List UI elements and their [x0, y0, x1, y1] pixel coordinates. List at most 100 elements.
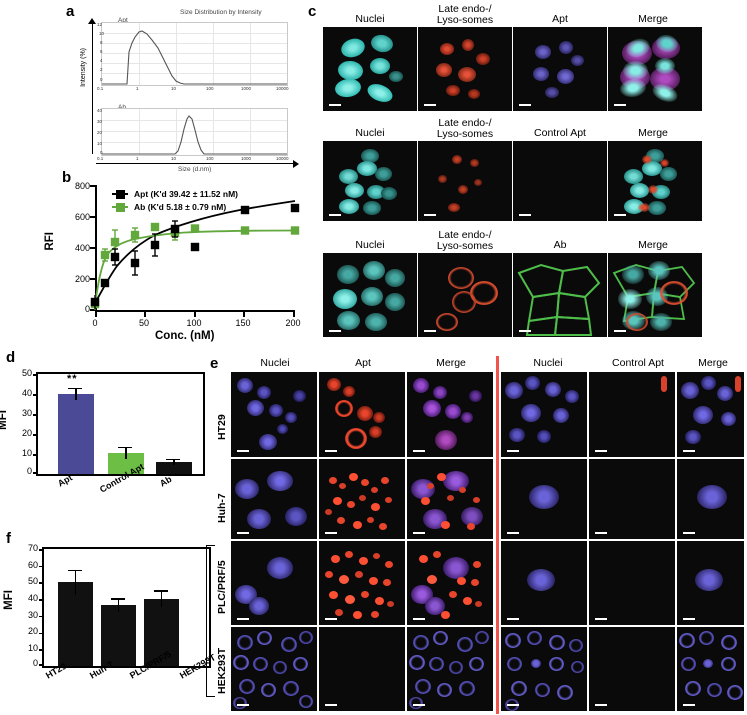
panel-d-bar-control-apt [108, 452, 144, 474]
panel-f-ytick-70: 70 [27, 543, 38, 553]
panel-a-ylabel: Intensity (%) [80, 48, 87, 87]
lyso-line2-r3: Lyso-somes [436, 240, 494, 252]
panel-c-row3-header-merge: Merge [638, 239, 668, 251]
lyso-line1: Late endo-/ [438, 3, 492, 15]
panel-f-bar-plcprf5 [144, 598, 179, 666]
panel-f-ytick-50: 50 [27, 576, 38, 586]
panel-c-r3-ab-image [513, 253, 607, 337]
panel-a-yaxis-arrow [88, 18, 96, 24]
panel-d-significance: ** [67, 373, 78, 385]
panel-b-legend-ab: Ab (K'd 5.18 ± 0.79 nM) [134, 202, 227, 212]
panel-c-row3-header-lysosomes: Late endo-/Lyso-somes [415, 230, 515, 252]
panel-a-yaxis [92, 22, 93, 154]
panel-e-rowlabel-plcprf5: PLC/PRF/5 [216, 560, 228, 614]
lyso-line2: Lyso-somes [436, 14, 494, 26]
panel-e-ht29-merge [407, 372, 493, 457]
panel-e-huh7-ctrl-merge [677, 459, 744, 539]
panel-b-ylabel: RFI [44, 232, 56, 251]
panel-e-left-header-nuclei: Nuclei [260, 357, 290, 369]
panel-d-ytick-30: 30 [21, 408, 32, 418]
panel-e-hek293t-nuclei [231, 627, 317, 711]
panel-b-xtick-200: 200 [285, 318, 301, 328]
panel-e-ht29-ctrl-merge [677, 372, 744, 457]
panel-f-ytick-10: 10 [27, 643, 38, 653]
panel-e-hek293t-ctrl-apt [589, 627, 675, 711]
panel-b-plot [90, 185, 300, 317]
panel-d-xtick-ab: Ab [158, 474, 174, 489]
panel-c-r2-nuclei-image [323, 141, 417, 221]
panel-d-letter: d [6, 349, 16, 366]
panel-e-huh7-apt [319, 459, 405, 539]
panel-c-r1-apt-image [513, 27, 607, 111]
panel-f-ytick-20: 20 [27, 626, 38, 636]
panel-e-hek293t-merge [407, 627, 493, 711]
panel-c-row2-header-lysosomes: Late endo-/Lyso-somes [415, 118, 515, 140]
panel-a-xaxis-arrow [293, 160, 299, 168]
panel-e-huh7-ctrl-nuclei [501, 459, 587, 539]
panel-d-plot: ** [33, 372, 205, 476]
panel-c-r2-merge-image [608, 141, 702, 221]
panel-b-data [90, 200, 300, 310]
panel-a-ab-plot [101, 108, 288, 156]
panel-b-ytick-800: 800 [74, 181, 90, 191]
panel-e-right-header-control-apt: Control Apt [612, 357, 664, 369]
panel-c-row1-header-lysosomes: Late endo-/Lyso-somes [415, 4, 515, 26]
panel-f-bar-ht29 [58, 582, 93, 666]
panel-a-ab-curve [102, 115, 287, 155]
panel-c-row1-header-apt: Apt [552, 13, 568, 25]
panel-a-title: Size Distribution by Intensity [180, 9, 262, 16]
panel-b-ytick-600: 600 [74, 212, 90, 222]
panel-e-rowlabel-huh7: Huh-7 [216, 493, 228, 523]
panel-e-plcprf5-nuclei [231, 541, 317, 625]
panel-d-ytick-20: 20 [21, 428, 32, 438]
panel-c-r3-lyso-image [418, 253, 512, 337]
panel-f-ylabel: MFI [3, 590, 15, 610]
panel-c-row1-header-merge: Merge [638, 13, 668, 25]
panel-b-xtick-100: 100 [186, 318, 202, 328]
panel-e-ht29-ctrl-apt [589, 372, 675, 457]
panel-e-hek293t-ctrl-merge [677, 627, 744, 711]
panel-a-apt-curve [102, 30, 287, 85]
panel-c-r1-lyso-image [418, 27, 512, 111]
lyso-line1-r3: Late endo-/ [438, 229, 492, 241]
panel-d-ytick-40: 40 [21, 388, 32, 398]
panel-e-plcprf5-ctrl-merge [677, 541, 744, 625]
panel-a-xaxis [96, 163, 294, 164]
lyso-line1-r2: Late endo-/ [438, 117, 492, 129]
panel-d-ytick-10: 10 [21, 448, 32, 458]
panel-b-ytick-200: 200 [74, 274, 90, 284]
panel-f-ytick-30: 30 [27, 610, 38, 620]
panel-b-xtick-150: 150 [235, 318, 251, 328]
panel-e-rowlabel-ht29: HT29 [216, 414, 228, 440]
panel-f-letter: f [6, 530, 11, 547]
panel-e-left-header-merge: Merge [436, 357, 466, 369]
panel-b-ytick-400: 400 [74, 243, 90, 253]
panel-e-ht29-ctrl-nuclei [501, 372, 587, 457]
panel-b-xtick-0: 0 [92, 318, 98, 328]
panel-f-ytick-60: 60 [27, 560, 38, 570]
panel-a-apt-label: Apt [118, 17, 128, 24]
panel-e-bracket [206, 545, 215, 697]
panel-d-bar-ab [156, 462, 192, 474]
panel-c-r2-lyso-image [418, 141, 512, 221]
panel-f-plot [39, 547, 211, 668]
panel-e-plcprf5-apt [319, 541, 405, 625]
panel-b-xlabel: Conc. (nM) [155, 330, 215, 342]
panel-e-huh7-ctrl-apt [589, 459, 675, 539]
panel-e-right-header-nuclei: Nuclei [533, 357, 563, 369]
panel-f-bar-huh7 [101, 605, 136, 666]
panel-e-left-header-apt: Apt [355, 357, 371, 369]
panel-d-bar-apt [58, 393, 94, 474]
panel-e-right-header-merge: Merge [698, 357, 728, 369]
panel-d-ylabel: MFI [0, 410, 9, 430]
panel-e-divider [496, 356, 499, 714]
panel-c-r1-nuclei-image [323, 27, 417, 111]
lyso-line2-r2: Lyso-somes [436, 128, 494, 140]
panel-c-r2-control-apt-image [513, 141, 607, 221]
panel-e-hek293t-apt [319, 627, 405, 711]
panel-a-letter: a [66, 3, 75, 20]
panel-e-plcprf5-ctrl-nuclei [501, 541, 587, 625]
panel-c-row3-header-nuclei: Nuclei [355, 239, 385, 251]
panel-b-legend-apt: Apt (K'd 39.42 ± 11.52 nM) [134, 189, 238, 199]
panel-e-plcprf5-merge [407, 541, 493, 625]
